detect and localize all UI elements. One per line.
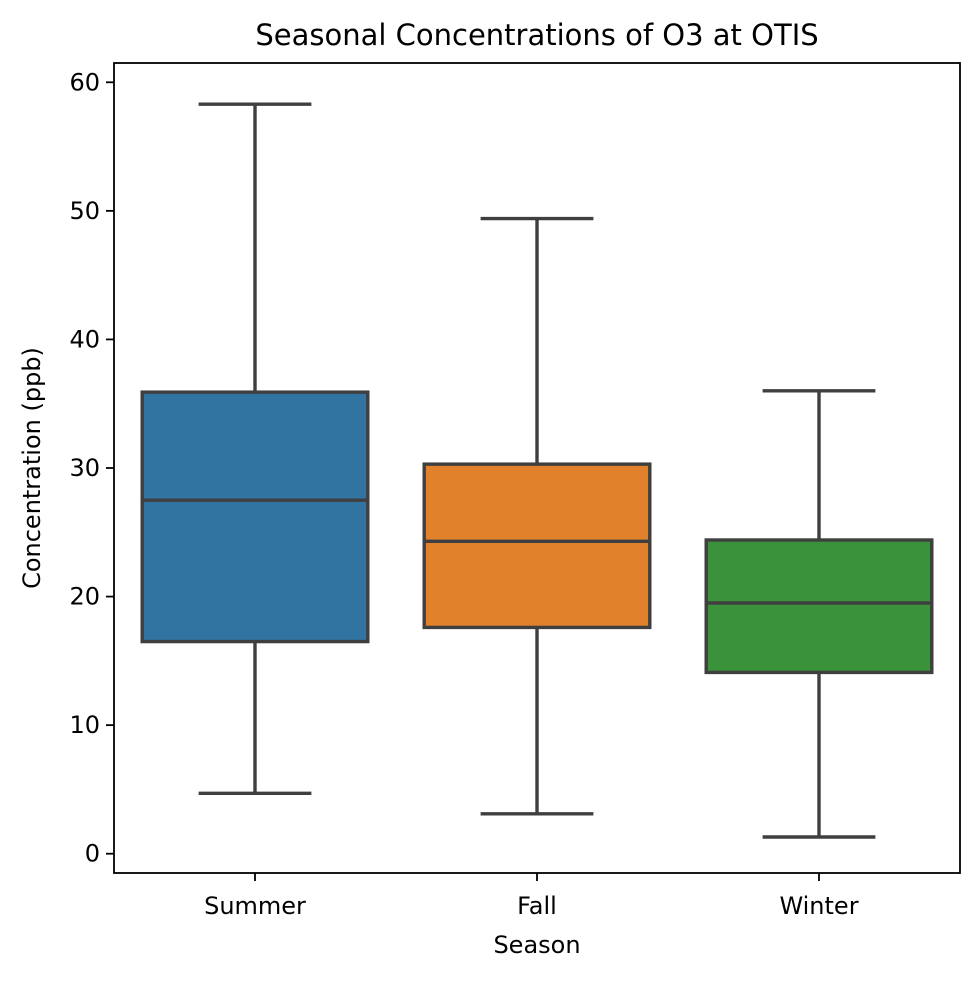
y-tick-label: 60 [69, 68, 100, 96]
box-winter [704, 538, 934, 675]
box-summer [140, 390, 370, 644]
y-axis: 0 10 20 30 40 50 60 [69, 68, 114, 868]
y-tick-label: 10 [69, 711, 100, 739]
box-fall [422, 462, 652, 630]
y-tick-label: 40 [69, 325, 100, 353]
x-axis: Summer Fall Winter [204, 873, 859, 920]
chart-title: Seasonal Concentrations of O3 at OTIS [255, 18, 818, 52]
y-tick-label: 50 [69, 197, 100, 225]
x-tick-label: Fall [517, 892, 557, 920]
y-axis-label: Concentration (ppb) [18, 347, 46, 589]
plot-area [140, 102, 934, 839]
y-tick-label: 0 [85, 840, 100, 868]
y-tick-label: 20 [69, 583, 100, 611]
x-tick-label: Summer [204, 892, 306, 920]
x-axis-label: Season [493, 931, 580, 959]
box-group-fall [422, 216, 652, 816]
box-group-summer [140, 102, 370, 795]
x-tick-label: Winter [779, 892, 858, 920]
box-group-winter [704, 389, 934, 839]
y-tick-label: 30 [69, 454, 100, 482]
